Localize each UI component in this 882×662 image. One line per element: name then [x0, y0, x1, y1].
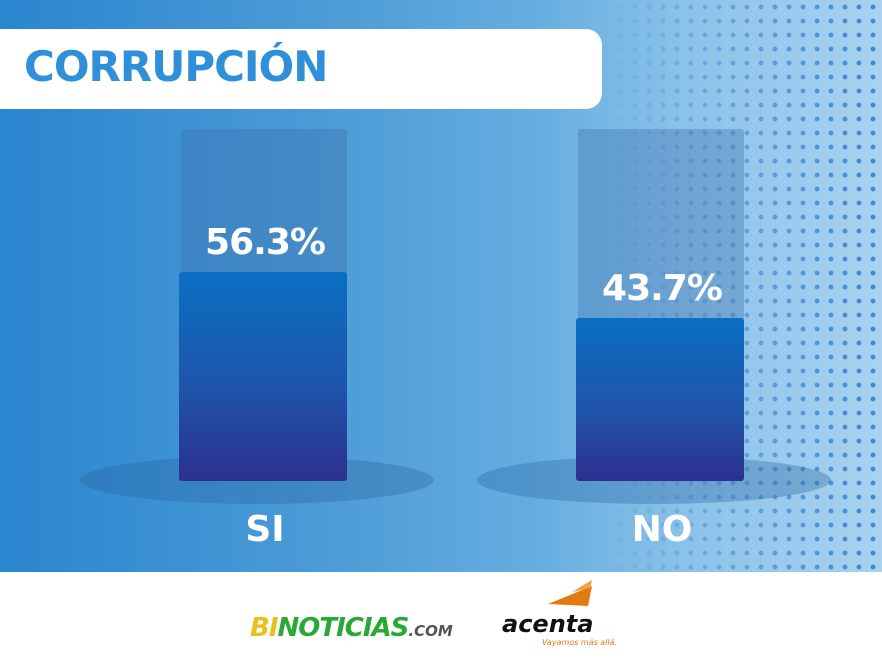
chart-panel: CORRUPCIÓN 56.3% SI 43.7% NO: [0, 0, 882, 572]
logo-bi-text: BI: [250, 613, 278, 643]
binoticias-logo: BINOTICIAS.COM: [250, 612, 453, 647]
category-label-si: SI: [245, 509, 285, 550]
title-banner: [0, 29, 602, 109]
acenta-tagline: Vayamos más allá.: [542, 638, 618, 647]
bar-si: [179, 271, 347, 481]
value-label-si: 56.3%: [205, 221, 326, 263]
logo-com-text: .COM: [408, 622, 453, 640]
acenta-mark-icon: [548, 580, 592, 606]
value-label-no: 43.7%: [602, 268, 723, 310]
category-label-no: NO: [631, 509, 693, 550]
footer: [0, 572, 882, 662]
bar-no: [576, 318, 744, 481]
acenta-logo: acenta Vayamos más allá.: [502, 580, 622, 652]
logo-noticias-text: NOTICIAS: [277, 613, 410, 643]
chart-title: CORRUPCIÓN: [24, 42, 328, 91]
acenta-word: acenta: [502, 610, 594, 638]
